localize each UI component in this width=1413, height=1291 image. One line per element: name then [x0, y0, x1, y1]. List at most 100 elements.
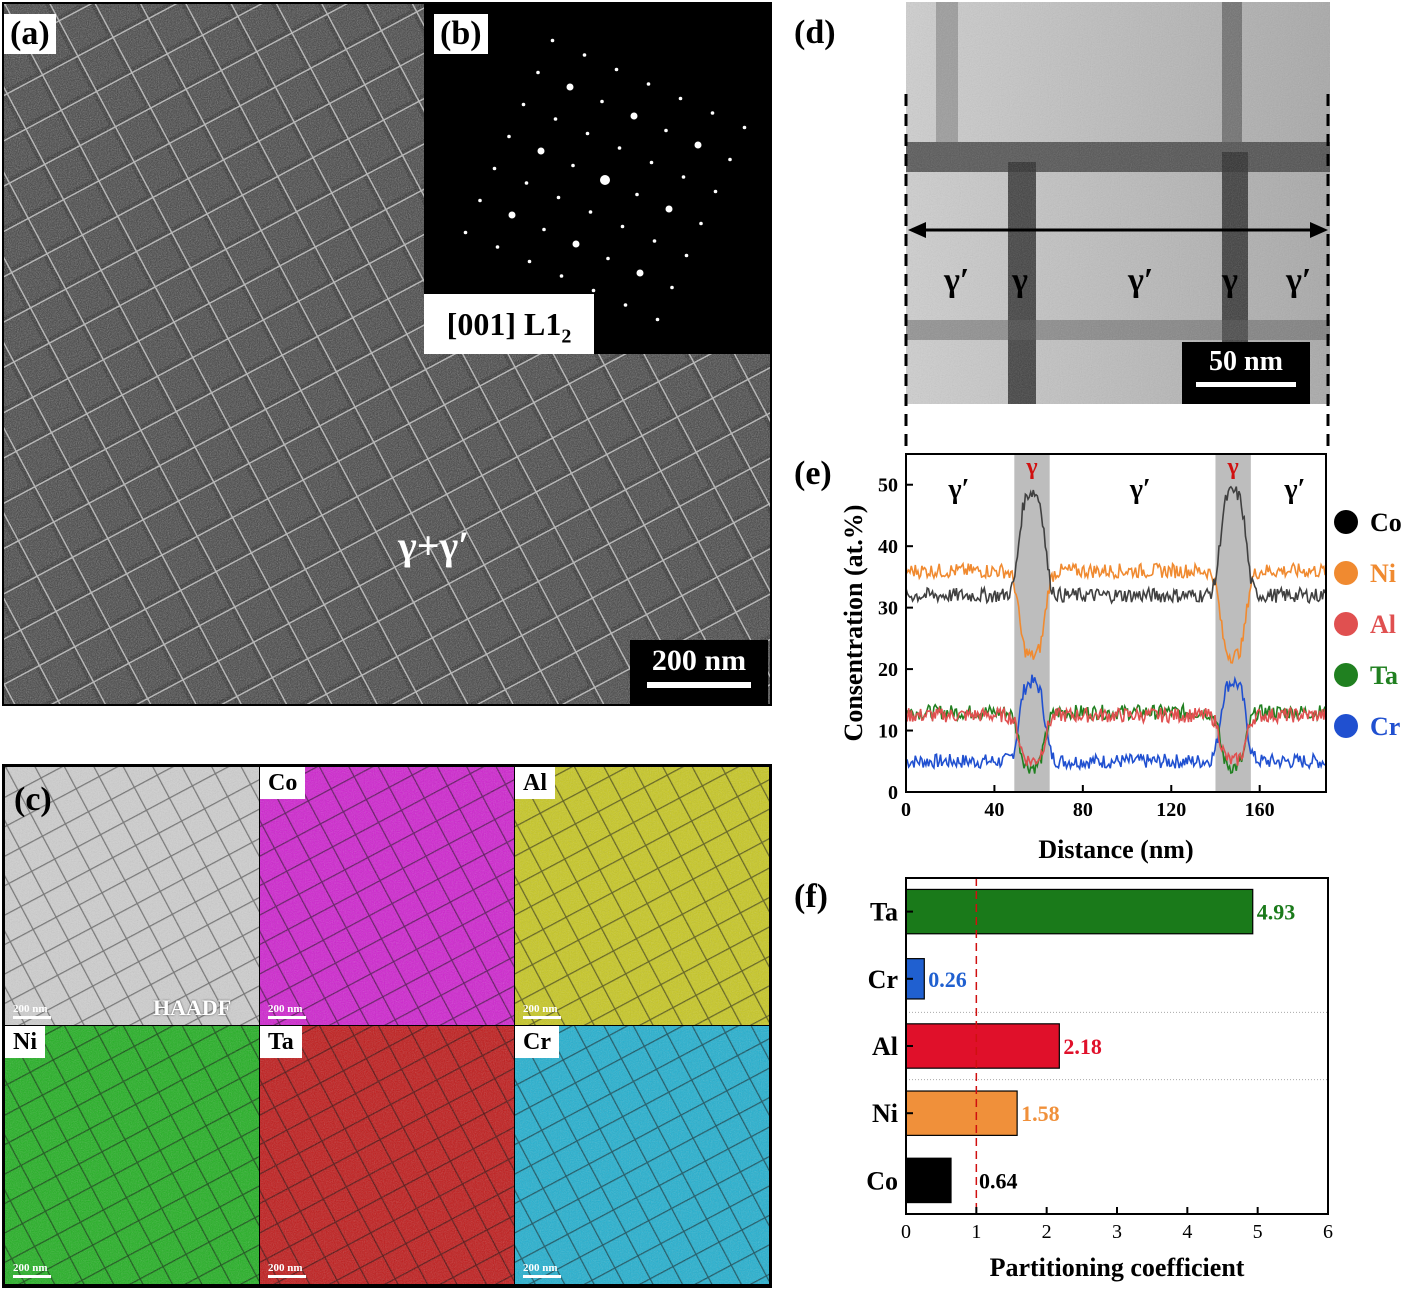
diffraction-spot [524, 181, 529, 185]
series-line-ni [905, 561, 1326, 664]
y-tick-label: 20 [878, 659, 898, 681]
eds-map-scalebar: 200 nm [523, 1003, 561, 1019]
diffraction-spot [710, 111, 715, 115]
diffraction-spot [553, 117, 558, 121]
diffraction-spot [521, 102, 526, 107]
eds-map-element-label: Al [515, 767, 555, 799]
diffraction-spot [652, 239, 657, 243]
y-tick-label: 10 [878, 721, 898, 743]
diffraction-spot [572, 240, 580, 248]
eds-map-scalebar-label: 200 nm [523, 1262, 558, 1274]
panel-label-e: (e) [794, 455, 832, 492]
bar-value-label: 4.93 [1257, 900, 1296, 925]
category-label: Ta [870, 898, 898, 927]
scalebar-a: 200 nm [630, 640, 768, 704]
eds-map-scalebar-label: 200 nm [13, 1003, 48, 1015]
diffraction-spot [681, 175, 686, 179]
diffraction-spot [463, 230, 468, 235]
dashed-guides [904, 94, 1330, 452]
x-tick-label: 0 [901, 1221, 911, 1243]
eds-map-ta: Ta 200 nm [260, 1026, 514, 1284]
series-line-co [905, 485, 1326, 605]
diffraction-spot [636, 269, 644, 277]
legend-marker-co [1334, 510, 1358, 534]
diffraction-spot [495, 245, 500, 249]
bar-al [905, 1023, 1060, 1069]
panel-label-d: (d) [794, 14, 836, 51]
x-tick-label: 80 [1073, 799, 1093, 821]
region-label: γ′ [1284, 474, 1306, 505]
panel-label-c: (c) [14, 781, 52, 818]
diffraction-spot [582, 53, 587, 57]
diffraction-spot [620, 224, 625, 229]
category-label: Cr [868, 965, 898, 994]
diffraction-spot [588, 210, 593, 214]
diffraction-spot [537, 147, 545, 155]
bar-value-label: 1.58 [1021, 1101, 1060, 1126]
bar-ni [905, 1090, 1018, 1136]
diffraction-spot [713, 189, 718, 194]
bar-value-label: 2.18 [1063, 1034, 1102, 1059]
phase-label: γ [1012, 262, 1028, 299]
region-label: γ [1025, 454, 1037, 480]
x-tick-label: 120 [1156, 799, 1186, 821]
diffraction-spot [527, 259, 532, 264]
haadf-label: HAADF [153, 995, 232, 1020]
zone-axis-label: [001] L12 [424, 294, 594, 354]
x-axis-label: Partitioning coefficient [990, 1253, 1245, 1282]
y-tick-label: 0 [888, 782, 898, 804]
region-label: γ [1227, 454, 1239, 480]
category-label: Co [866, 1166, 898, 1195]
diffraction-spot [492, 166, 497, 171]
category-label: Al [872, 1032, 898, 1061]
scalebar-d: 50 nm [1182, 342, 1310, 404]
eds-map-scalebar: 200 nm [268, 1003, 306, 1019]
x-tick-label: 160 [1245, 799, 1275, 821]
diffraction-spot [623, 303, 628, 307]
legend-label-ta: Ta [1370, 661, 1398, 690]
eds-map-scalebar-label: 200 nm [268, 1003, 303, 1015]
series-line-al [905, 705, 1326, 768]
diffraction-spot [635, 192, 639, 197]
eds-map-co: Co 200 nm [260, 767, 514, 1025]
scalebar-a-label: 200 nm [651, 644, 747, 677]
legend-label-cr: Cr [1370, 712, 1400, 741]
zone-axis-subscript: 2 [561, 325, 572, 348]
diffraction-spot [606, 256, 610, 261]
eds-map-cr: Cr 200 nm [515, 1026, 769, 1284]
eds-map-scalebar: 200 nm [13, 1262, 51, 1278]
legend-marker-ni [1334, 561, 1358, 585]
legend-marker-ta [1334, 663, 1358, 687]
diffraction-spot [542, 227, 546, 232]
scalebar-d-label: 50 nm [1209, 346, 1283, 377]
legend-label-ni: Ni [1370, 559, 1396, 588]
legend-label-al: Al [1370, 610, 1396, 639]
diffraction-spot [566, 83, 574, 91]
legend-label-co: Co [1370, 508, 1402, 537]
x-tick-label: 2 [1042, 1221, 1052, 1243]
diffraction-spot [600, 99, 604, 104]
eds-map-element-label: Co [260, 767, 306, 799]
concentration-line-chart: 0 10 20 30 40 50 0 40 80 120 160 Distance (nm) Conse… [840, 453, 1402, 864]
x-axis-label: Distance (nm) [1038, 835, 1193, 864]
diffraction-spot [699, 221, 703, 226]
diffraction-spot [478, 198, 482, 203]
diffraction-spot [559, 274, 564, 278]
diffraction-spot [694, 141, 702, 149]
diffraction-spot [508, 211, 516, 219]
diffraction-spot [630, 112, 638, 120]
eds-map-scalebar: 200 nm [13, 1003, 51, 1019]
x-tick-label: 3 [1112, 1221, 1122, 1243]
panel-label-f: (f) [794, 878, 828, 915]
diffraction-spot [655, 317, 660, 322]
eds-map-scalebar: 200 nm [268, 1262, 306, 1278]
eds-map-scalebar-label: 200 nm [268, 1262, 303, 1274]
eds-map-element-label: Ta [260, 1026, 302, 1058]
diffraction-spot [507, 134, 511, 139]
diffraction-spot [684, 253, 689, 258]
diffraction-spot [571, 163, 575, 168]
diffraction-spot [591, 288, 596, 293]
eds-map-element-label: Cr [515, 1026, 559, 1058]
x-tick-label: 0 [901, 799, 911, 821]
gamma-gamma-prime-annotation: γ+γ′ [398, 523, 470, 568]
